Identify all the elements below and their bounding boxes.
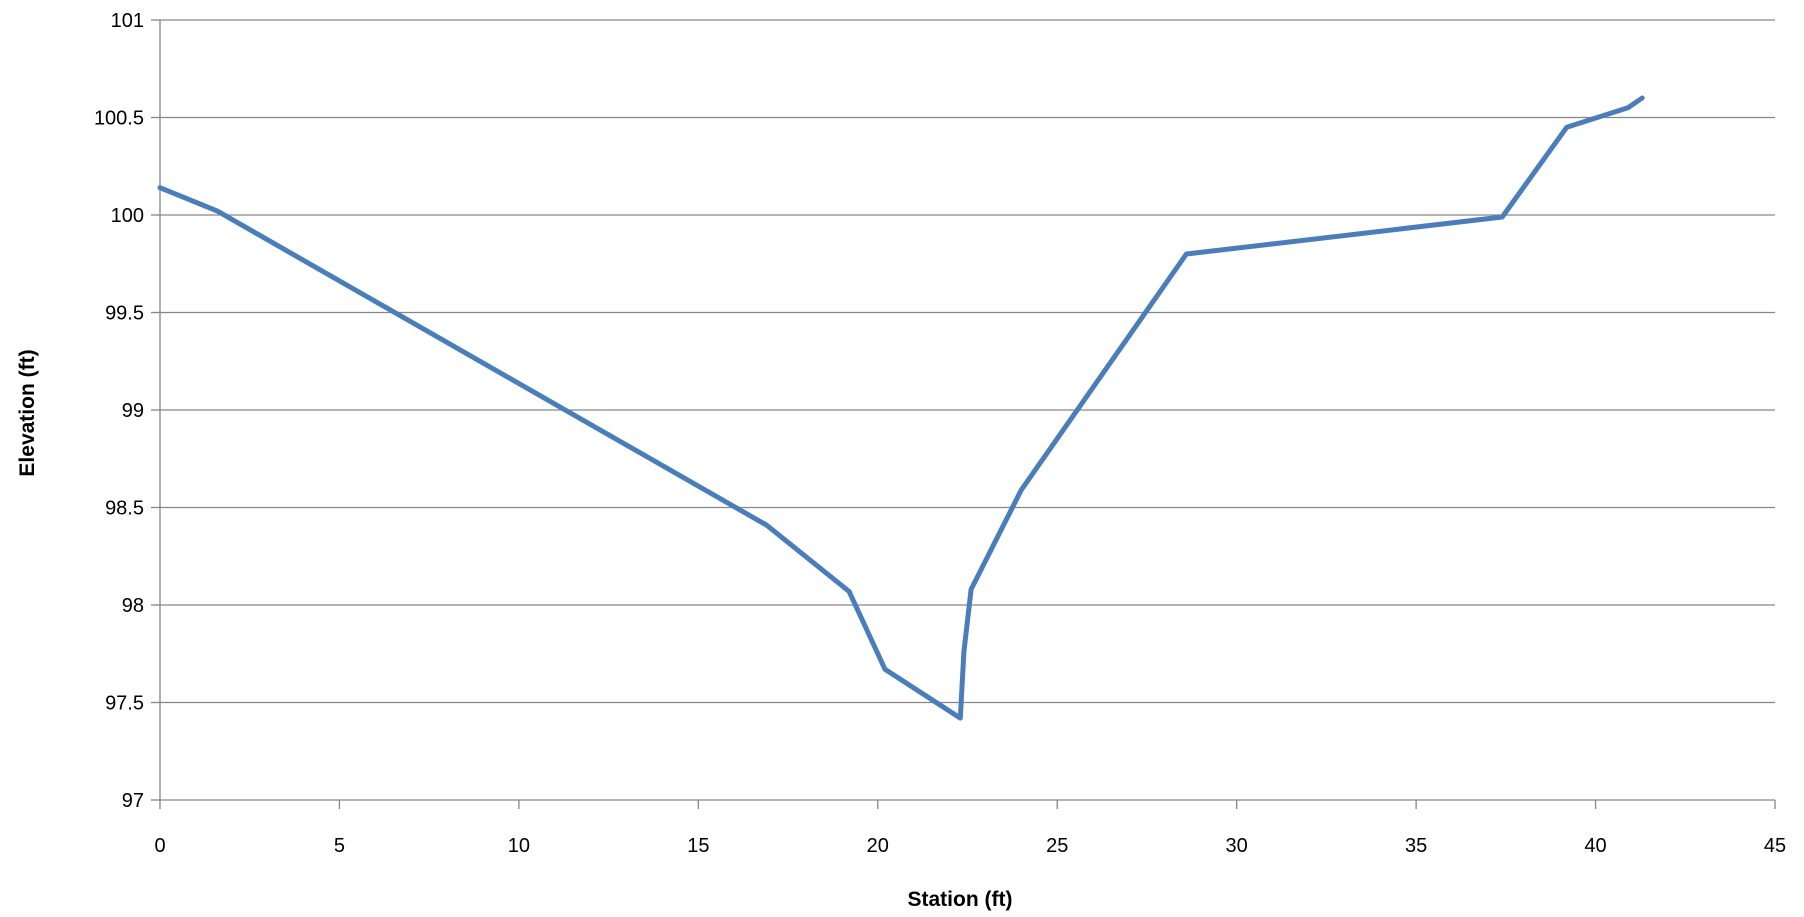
x-axis-title: Station (ft): [908, 888, 1013, 911]
y-tick-label: 99: [122, 400, 144, 422]
y-tick-label: 97: [122, 790, 144, 812]
x-tick-label: 25: [1046, 835, 1068, 857]
y-tick-label: 101: [111, 10, 144, 32]
gridlines: [160, 19, 1775, 704]
axes: [151, 19, 1776, 809]
x-tick-label: 15: [687, 835, 709, 857]
x-tick-label: 30: [1226, 835, 1248, 857]
x-tick-label: 5: [334, 835, 345, 857]
y-tick-label: 97.5: [105, 693, 144, 715]
x-tick-label: 20: [867, 835, 889, 857]
series-line: [157, 95, 1645, 721]
series-layer: [157, 95, 1645, 721]
y-axis-title: Elevation (ft): [16, 349, 39, 476]
y-tick-label: 98: [122, 595, 144, 617]
y-tick-label: 100: [111, 205, 144, 227]
x-tick-label: 35: [1405, 835, 1427, 857]
x-tick-label: 45: [1764, 835, 1786, 857]
y-tick-label: 98.5: [105, 498, 144, 520]
y-tick-label: 99.5: [105, 303, 144, 325]
y-tick-label: 100.5: [94, 108, 144, 130]
x-tick-label: 40: [1584, 835, 1606, 857]
tick-labels: 97 97.5 98 98.5 99 99.5 100 100.5 101 0 5 10 15 20 25 3…: [94, 10, 1786, 857]
x-tick-label: 0: [154, 835, 165, 857]
x-tick-label: 10: [508, 835, 530, 857]
